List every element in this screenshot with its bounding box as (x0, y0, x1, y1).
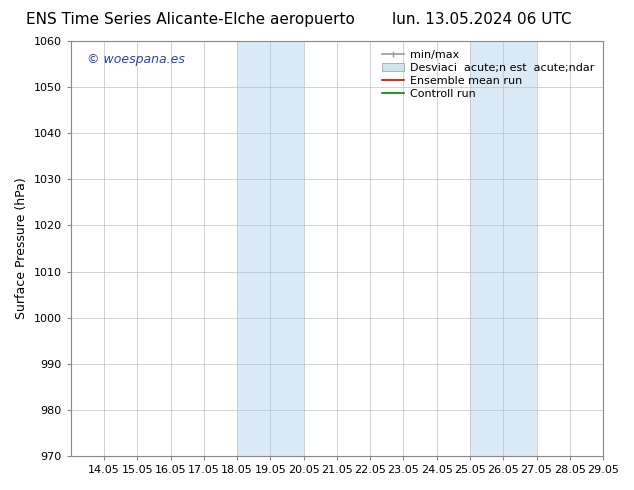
Text: © woespana.es: © woespana.es (87, 53, 184, 67)
Bar (470, 41, 536, 456)
Legend: min/max, Desviaci  acute;n est  acute;ndar, Ensemble mean run, Controll run: min/max, Desviaci acute;n est acute;ndar… (378, 47, 597, 102)
Text: lun. 13.05.2024 06 UTC: lun. 13.05.2024 06 UTC (392, 12, 572, 27)
Bar (237, 41, 304, 456)
Text: ENS Time Series Alicante-Elche aeropuerto: ENS Time Series Alicante-Elche aeropuert… (26, 12, 354, 27)
Y-axis label: Surface Pressure (hPa): Surface Pressure (hPa) (15, 178, 28, 319)
